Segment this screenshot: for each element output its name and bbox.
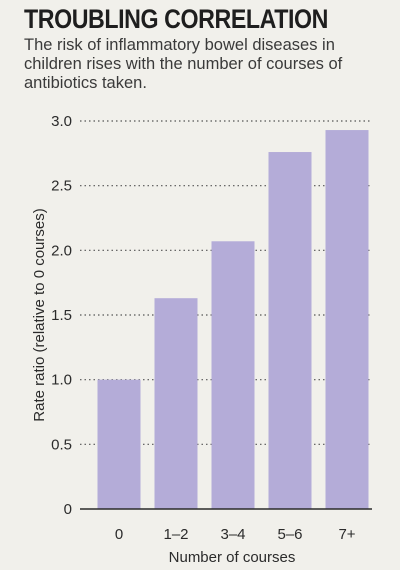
y-tick-label: 2.0 <box>51 242 72 259</box>
axes: 0 0.5 1.0 1.5 2.0 2.5 3.0 0 1–2 3–4 5–6 7+ <box>51 113 372 543</box>
gridlines <box>80 120 372 445</box>
x-tick-label: 3–4 <box>220 526 245 543</box>
y-tick-label: 1.0 <box>51 372 72 389</box>
y-axis-title: Rate ratio (relative to 0 courses) <box>31 208 48 421</box>
y-tick-label: 1.5 <box>51 307 72 324</box>
x-tick-label: 7+ <box>338 526 355 543</box>
bars <box>97 130 369 510</box>
bar-1–2 <box>154 298 198 509</box>
y-tick-label: 3.0 <box>51 113 72 130</box>
y-tick-label: 0 <box>64 501 72 518</box>
x-tick-label: 1–2 <box>163 526 188 543</box>
bar-7+ <box>325 130 369 509</box>
bar-0 <box>97 379 141 509</box>
x-tick-label: 0 <box>115 526 123 543</box>
y-tick-label: 2.5 <box>51 178 72 195</box>
y-tick-label: 0.5 <box>51 436 72 453</box>
chart-title: TROUBLING CORRELATION <box>24 4 328 34</box>
x-axis-title: Number of courses <box>169 549 296 566</box>
bar-3–4 <box>211 241 255 509</box>
chart-subtitle: The risk of inflammatory bowel diseases … <box>24 36 343 92</box>
x-tick-label: 5–6 <box>277 526 302 543</box>
bar-5–6 <box>268 152 312 510</box>
